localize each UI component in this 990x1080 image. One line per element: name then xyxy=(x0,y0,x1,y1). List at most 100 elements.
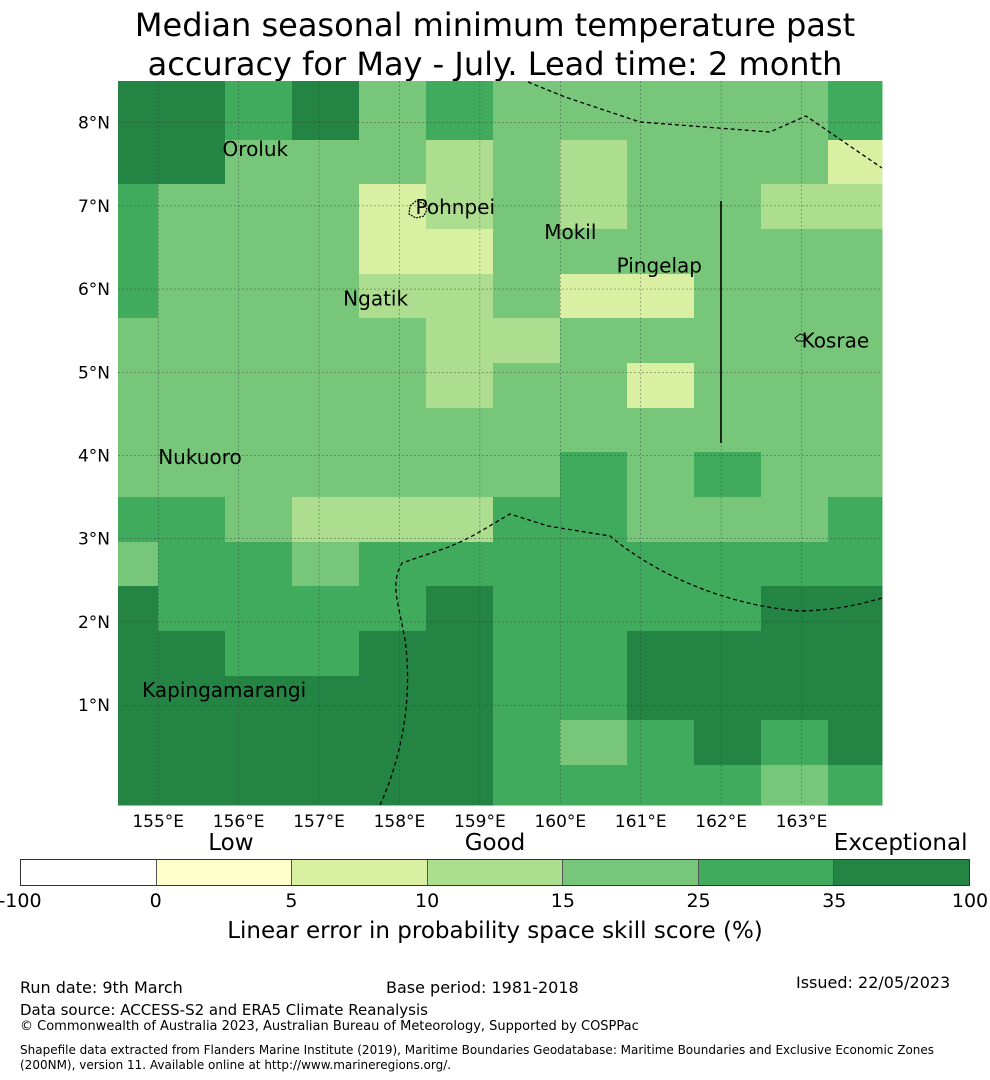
skill-cell xyxy=(761,497,829,543)
skill-cell xyxy=(118,95,159,141)
skill-cell xyxy=(359,140,427,185)
skill-cell xyxy=(761,274,829,319)
skill-cell xyxy=(292,229,360,275)
skill-cell xyxy=(828,452,883,498)
skill-cell xyxy=(225,452,293,498)
skill-cell xyxy=(225,95,293,141)
skill-cell xyxy=(118,184,159,230)
skill-cell xyxy=(158,408,226,453)
skill-cell xyxy=(359,274,427,319)
skill-cell xyxy=(560,452,628,498)
skill-cell xyxy=(627,408,695,453)
skill-cell xyxy=(828,184,883,230)
skill-cell xyxy=(560,363,628,409)
skill-cell xyxy=(292,676,360,721)
skill-cell xyxy=(426,586,494,632)
skill-cell xyxy=(158,95,226,141)
place-label-nukuoro: Nukuoro xyxy=(158,445,242,469)
skill-cell xyxy=(761,140,829,185)
skill-cell xyxy=(158,586,226,632)
skill-map[interactable]: Oroluk Pohnpei Mokil Pingelap Ngatik Kosrae Nu… xyxy=(0,0,990,860)
skill-cell xyxy=(828,497,883,543)
skill-cell xyxy=(426,765,494,806)
skill-cell xyxy=(493,497,561,543)
skill-cell xyxy=(493,140,561,185)
skill-cell xyxy=(560,720,628,766)
skill-cell xyxy=(627,542,695,587)
skill-cell xyxy=(359,542,427,587)
skill-cell xyxy=(694,586,762,632)
skill-cell xyxy=(828,363,883,409)
category-low: Low xyxy=(208,830,254,856)
skill-cell xyxy=(118,318,159,364)
skill-cell xyxy=(158,542,226,587)
skill-cell xyxy=(225,274,293,319)
skill-cell xyxy=(828,318,883,364)
skill-cell xyxy=(292,318,360,364)
skill-cell xyxy=(694,676,762,721)
colorbar-title: Linear error in probability space skill … xyxy=(227,918,763,944)
skill-cell xyxy=(292,765,360,806)
latitude-tick-label: 7°N xyxy=(78,197,110,217)
longitude-tick-label: 155°E xyxy=(132,812,184,832)
colorbar-tick-label: 35 xyxy=(822,890,847,912)
skill-cell xyxy=(359,720,427,766)
skill-cell xyxy=(292,452,360,498)
skill-cell xyxy=(158,676,226,721)
skill-cell xyxy=(493,631,561,677)
latitude-tick-label: 8°N xyxy=(78,114,110,134)
title-line-1: Median seasonal minimum temperature past xyxy=(134,6,856,44)
skill-cell xyxy=(694,140,762,185)
skill-cell xyxy=(158,363,226,409)
skill-cell xyxy=(118,765,159,806)
skill-cell xyxy=(828,408,883,453)
category-good: Good xyxy=(464,830,526,856)
skill-cell xyxy=(158,81,226,96)
shapefile-credit: Shapefile data extracted from Flanders M… xyxy=(20,1043,935,1072)
skill-cell xyxy=(225,497,293,543)
colorbar-tick-label: -100 xyxy=(0,890,42,912)
skill-cell xyxy=(225,318,293,364)
skill-cell xyxy=(426,676,494,721)
skill-cell xyxy=(627,95,695,141)
skill-cell xyxy=(359,631,427,677)
skill-cell xyxy=(761,586,829,632)
skill-cell xyxy=(694,274,762,319)
skill-cell xyxy=(292,95,360,141)
skill-cell xyxy=(426,542,494,587)
place-label-oroluk: Oroluk xyxy=(223,137,289,161)
latitude-tick-label: 1°N xyxy=(78,696,110,716)
colorbar-tick-label: 15 xyxy=(550,890,575,912)
skill-cell xyxy=(694,542,762,587)
latitude-tick-label: 4°N xyxy=(78,446,110,466)
skill-cell xyxy=(118,408,159,453)
skill-cell xyxy=(292,631,360,677)
skill-cell xyxy=(828,542,883,587)
colorbar-segment xyxy=(698,860,835,885)
category-exceptional: Exceptional xyxy=(833,830,968,856)
skill-cell xyxy=(560,229,628,275)
skill-cell xyxy=(359,452,427,498)
island-outlines xyxy=(408,200,807,342)
skill-cell xyxy=(225,542,293,587)
skill-cell xyxy=(359,586,427,632)
skill-cell xyxy=(118,720,159,766)
skill-cell xyxy=(225,408,293,453)
skill-cell xyxy=(426,720,494,766)
skill-cell xyxy=(627,274,695,319)
skill-cell xyxy=(292,586,360,632)
skill-cell xyxy=(158,452,226,498)
skill-cell xyxy=(426,95,494,141)
skill-cell xyxy=(493,81,561,96)
data-source: Data source: ACCESS-S2 and ERA5 Climate … xyxy=(20,1001,428,1019)
skill-cell xyxy=(158,631,226,677)
skill-cell xyxy=(761,81,829,96)
colorbar-tick-label: 100 xyxy=(951,890,989,912)
skill-cell xyxy=(560,631,628,677)
skill-cell xyxy=(560,184,628,230)
skill-cell xyxy=(493,765,561,806)
skill-cell xyxy=(493,676,561,721)
skill-cell xyxy=(118,81,159,96)
skill-cell xyxy=(828,586,883,632)
